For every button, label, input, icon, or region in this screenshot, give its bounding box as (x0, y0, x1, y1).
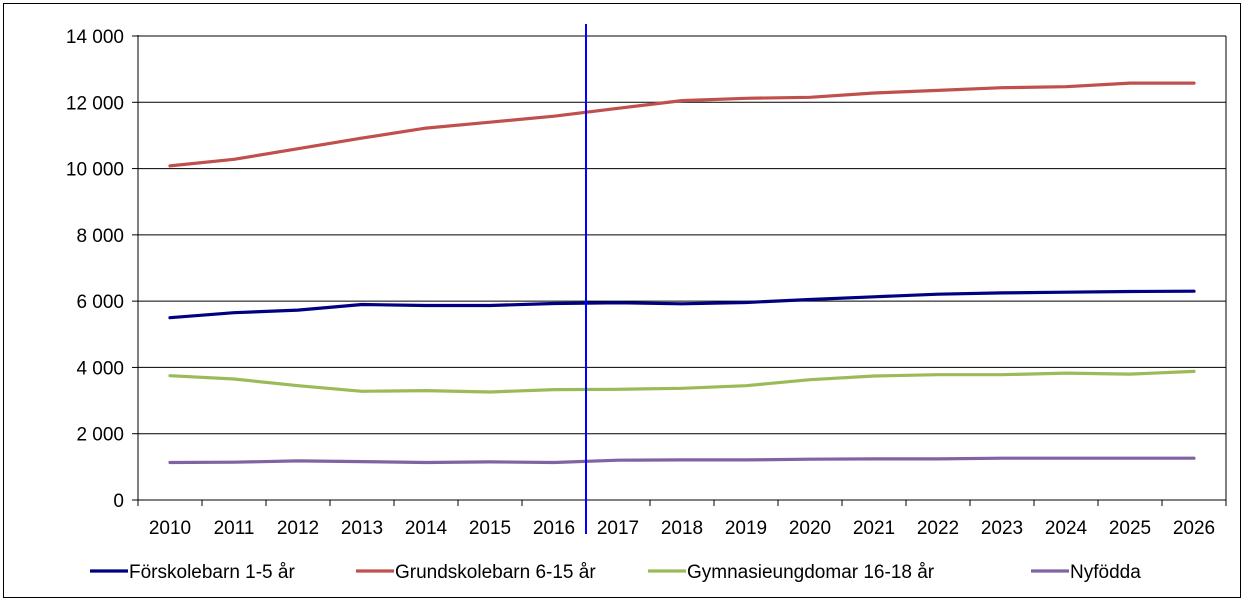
legend: Förskolebarn 1-5 år Grundskolebarn 6-15 å… (90, 562, 1141, 583)
x-tick-label: 2019 (725, 518, 767, 539)
legend-label: Gymnasieungdomar 16-18 år (687, 562, 935, 583)
series-lines (168, 81, 1196, 465)
x-tick-label: 2014 (405, 518, 448, 539)
legend-label: Förskolebarn 1-5 år (129, 562, 295, 583)
x-tick-label: 2021 (853, 518, 895, 539)
x-tick-label: 2020 (789, 518, 831, 539)
y-tick-label: 14 000 (66, 27, 124, 48)
series-line (168, 289, 1196, 320)
y-tick-label: 6 000 (76, 292, 124, 313)
y-tick-label: 12 000 (66, 93, 124, 114)
series-line (168, 369, 1196, 394)
series-line (168, 456, 1196, 465)
gridlines (138, 35, 1226, 435)
y-tick-label: 4 000 (76, 358, 124, 379)
legend-label: Nyfödda (1070, 562, 1141, 583)
x-tick-label: 2017 (597, 518, 639, 539)
y-tick-label: 10 000 (66, 160, 124, 181)
x-tick-label: 2022 (917, 518, 959, 539)
x-tick-label: 2012 (277, 518, 319, 539)
y-tick-label: 0 (113, 491, 124, 512)
x-tick-label: 2023 (981, 518, 1023, 539)
x-tick-labels: 2010 2011 2012 2013 2014 2015 2016 2017 2018 2019… (149, 518, 1215, 539)
y-tick-label: 8 000 (76, 226, 124, 247)
y-tick-label: 2 000 (76, 425, 124, 446)
x-tick-label: 2010 (149, 518, 191, 539)
x-tick-label: 2026 (1173, 518, 1215, 539)
x-tick-label: 2015 (469, 518, 511, 539)
axes (132, 35, 1227, 506)
x-tick-label: 2024 (1045, 518, 1088, 539)
x-tick-label: 2018 (661, 518, 703, 539)
x-tick-label: 2025 (1109, 518, 1151, 539)
x-tick-label: 2016 (533, 518, 575, 539)
legend-label: Grundskolebarn 6-15 år (395, 562, 596, 583)
x-tick-label: 2011 (214, 518, 255, 539)
x-tick-label: 2013 (341, 518, 383, 539)
series-line (168, 81, 1196, 168)
y-tick-labels: 0 2 000 4 000 6 000 8 000 10 000 12 000 14 000 (66, 27, 124, 512)
